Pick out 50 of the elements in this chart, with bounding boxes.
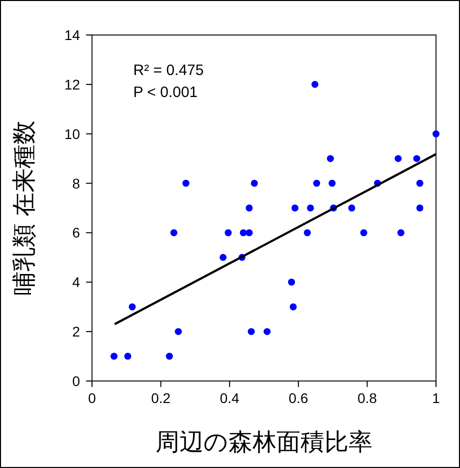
point <box>290 303 297 310</box>
y-tick-label: 14 <box>64 27 80 43</box>
point <box>360 229 368 236</box>
y-tick-label: 4 <box>72 274 80 290</box>
point <box>182 180 190 187</box>
point <box>397 229 404 236</box>
point <box>416 180 424 187</box>
point <box>124 352 132 360</box>
y-tick-label: 2 <box>72 324 80 340</box>
annotation: R² = 0.475 <box>133 62 204 79</box>
point <box>432 130 440 138</box>
point <box>413 155 420 162</box>
x-tick-label: 0.4 <box>220 390 240 406</box>
y-tick-label: 6 <box>72 224 80 241</box>
y-tick-label: 12 <box>64 76 80 92</box>
point <box>394 155 402 162</box>
y-axis-title: 哺乳類 在来種数 <box>11 120 38 296</box>
point <box>224 229 232 236</box>
point <box>128 303 136 310</box>
point <box>110 352 118 360</box>
x-tick-label: 0.8 <box>357 390 378 406</box>
point <box>416 204 424 212</box>
point <box>264 328 271 336</box>
annotation: P < 0.001 <box>133 84 198 101</box>
point <box>313 180 320 187</box>
x-tick-label: 0 <box>88 390 96 406</box>
x-tick-label: 0.2 <box>151 390 171 406</box>
point <box>306 204 314 212</box>
x-tick-label: 1 <box>432 390 440 406</box>
point <box>311 80 318 88</box>
point <box>170 229 178 236</box>
x-tick-label: 0.6 <box>288 390 308 406</box>
x-axis-title: 周辺の森林面積比率 <box>156 429 372 456</box>
point <box>248 328 255 336</box>
y-tick-label: 0 <box>72 373 80 389</box>
y-tick-label: 10 <box>64 126 80 142</box>
point <box>166 352 173 360</box>
point <box>328 180 336 187</box>
point <box>291 204 298 212</box>
point <box>304 229 311 236</box>
point <box>348 204 356 212</box>
point <box>240 229 247 236</box>
point <box>246 204 253 212</box>
point <box>250 180 258 187</box>
point <box>288 278 296 286</box>
point <box>326 155 334 162</box>
point <box>174 328 182 336</box>
y-tick-label: 8 <box>72 175 80 192</box>
point <box>246 229 253 236</box>
point <box>220 254 227 261</box>
